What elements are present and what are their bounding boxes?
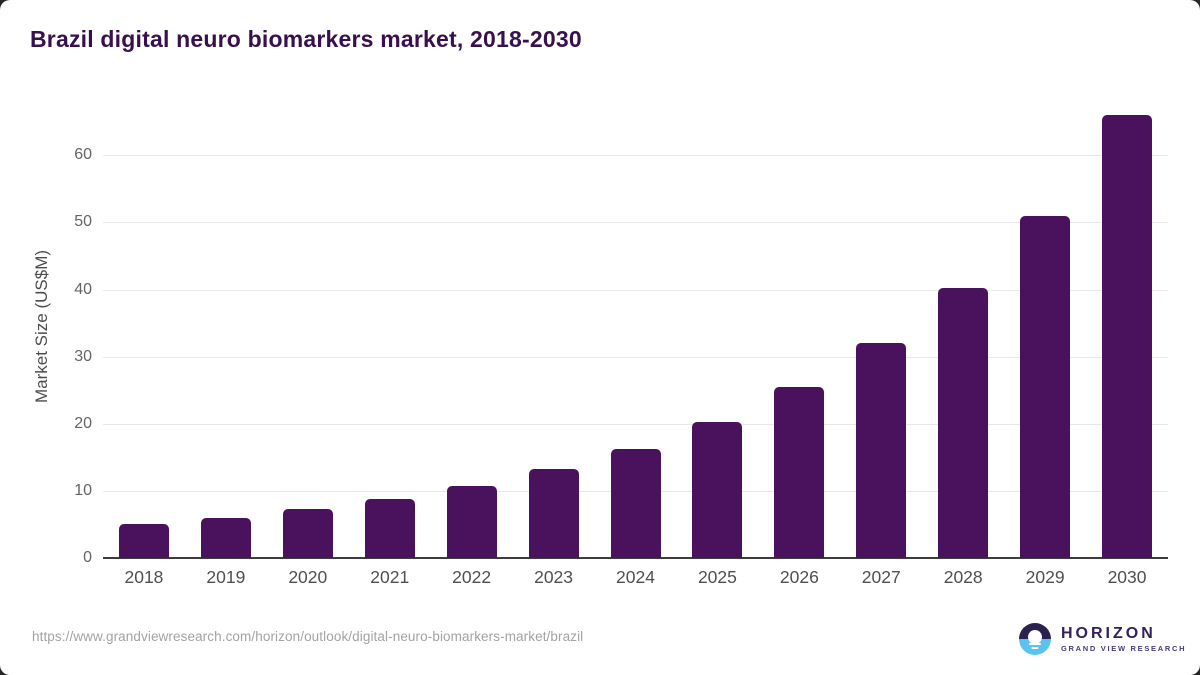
bar-2030 — [1102, 115, 1153, 558]
x-axis-line — [103, 557, 1168, 559]
source-url: https://www.grandviewresearch.com/horizo… — [32, 629, 584, 644]
bar-2021 — [364, 498, 415, 558]
x-tick-label-2020: 2020 — [288, 567, 328, 587]
horizon-logo-icon — [1019, 623, 1051, 655]
bar-2022 — [446, 486, 497, 558]
logo-brand-name: HORIZON — [1061, 624, 1156, 642]
bar-chart-plot-area — [103, 95, 1168, 559]
y-tick-label-60: 60 — [74, 146, 92, 164]
bar-2020 — [282, 509, 333, 558]
gridline-y-30 — [103, 356, 1168, 358]
gridline-y-60 — [103, 155, 1168, 157]
bar-2024 — [610, 449, 661, 558]
y-tick-label-30: 30 — [74, 347, 92, 365]
y-tick-label-20: 20 — [74, 414, 92, 432]
x-tick-label-2029: 2029 — [1025, 567, 1065, 587]
x-tick-label-2028: 2028 — [943, 567, 983, 587]
x-tick-label-2022: 2022 — [452, 567, 492, 587]
horizon-logo: HORIZON GRAND VIEW RESEARCH — [1019, 623, 1186, 655]
y-tick-label-10: 10 — [74, 481, 92, 499]
bar-2027 — [856, 343, 907, 558]
chart-title: Brazil digital neuro biomarkers market, … — [30, 26, 582, 52]
x-tick-label-2018: 2018 — [124, 567, 164, 587]
x-tick-label-2019: 2019 — [206, 567, 246, 587]
gridline-y-50 — [103, 222, 1168, 224]
y-tick-label-0: 0 — [83, 549, 92, 566]
gridline-y-40 — [103, 289, 1168, 291]
logo-text-block: HORIZON GRAND VIEW RESEARCH — [1061, 625, 1186, 654]
bar-2028 — [938, 288, 989, 558]
x-tick-label-2024: 2024 — [616, 567, 655, 587]
bar-2025 — [692, 421, 743, 558]
bar-2019 — [200, 517, 251, 558]
bar-2029 — [1020, 215, 1071, 558]
sun-reflection-line-icon — [1029, 643, 1041, 645]
sun-circle-icon — [1028, 630, 1042, 644]
bar-2026 — [774, 386, 825, 558]
bar-2023 — [528, 469, 579, 558]
x-tick-label-2030: 2030 — [1107, 567, 1147, 587]
logo-brand-subtitle: GRAND VIEW RESEARCH — [1061, 644, 1187, 654]
x-tick-label-2027: 2027 — [861, 567, 901, 587]
y-tick-label-50: 50 — [74, 213, 92, 231]
x-tick-label-2021: 2021 — [370, 567, 410, 587]
gridline-y-20 — [103, 423, 1168, 425]
x-tick-label-2025: 2025 — [697, 567, 737, 587]
sun-reflection-line-icon — [1031, 647, 1039, 649]
y-tick-label-40: 40 — [74, 280, 92, 298]
bar-2018 — [118, 523, 169, 558]
x-tick-label-2023: 2023 — [534, 567, 574, 587]
x-tick-label-2026: 2026 — [779, 567, 819, 587]
